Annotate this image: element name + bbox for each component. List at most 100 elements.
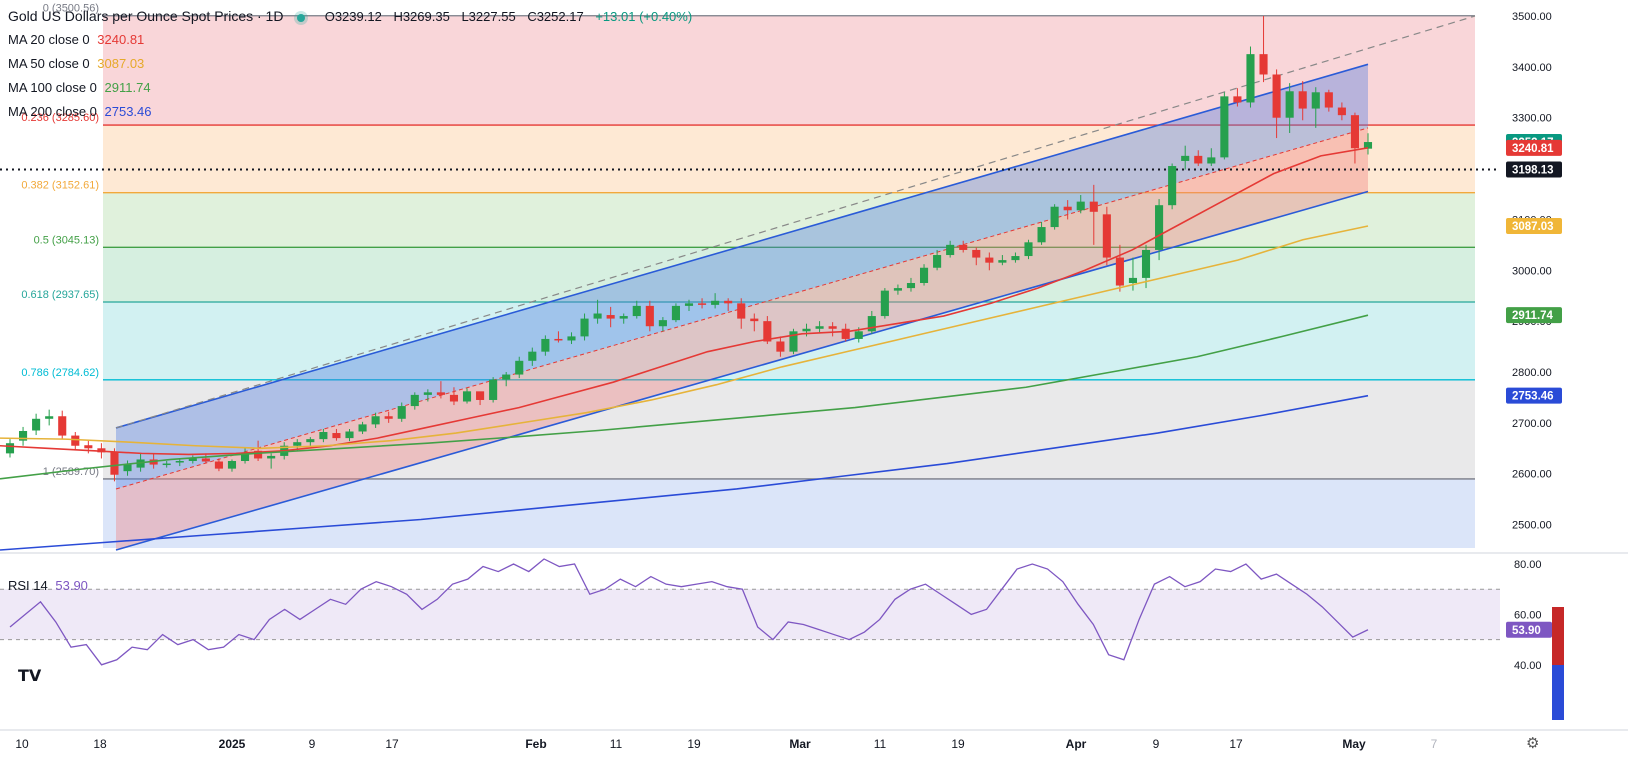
fib-zone bbox=[103, 125, 1475, 193]
candle-body bbox=[397, 406, 406, 419]
candle-body bbox=[554, 338, 563, 341]
candle-body bbox=[1168, 166, 1177, 206]
candle-body bbox=[528, 351, 537, 361]
rsi-value-badge-label: 53.90 bbox=[1512, 625, 1541, 637]
candle-body bbox=[750, 318, 759, 322]
candle-body bbox=[776, 341, 785, 352]
candle-body bbox=[893, 288, 902, 291]
price-badge-label: 3198.13 bbox=[1512, 165, 1554, 177]
candle-body bbox=[737, 303, 746, 319]
channel-lower-fill bbox=[116, 127, 1368, 550]
candle-body bbox=[515, 360, 524, 375]
candle-body bbox=[684, 303, 694, 306]
time-tick-label: 11 bbox=[874, 737, 887, 751]
candle-body bbox=[789, 331, 798, 352]
fib-zone bbox=[103, 192, 1475, 248]
candle-body bbox=[867, 316, 876, 332]
candle-body bbox=[162, 463, 171, 466]
fib-level-label: 0 (3500.56) bbox=[43, 3, 99, 15]
tradingview-logo-icon[interactable]: TV bbox=[18, 666, 42, 685]
candle-body bbox=[880, 290, 889, 317]
candle-body bbox=[593, 313, 602, 319]
time-tick-label: 17 bbox=[1229, 737, 1243, 751]
candle-body bbox=[1128, 277, 1138, 283]
settings-gear-icon[interactable]: ⚙ bbox=[1526, 735, 1540, 752]
candle-body bbox=[1076, 201, 1085, 211]
candle-body bbox=[240, 453, 250, 461]
candle-body bbox=[1102, 214, 1111, 258]
fib-level-label: 0.382 (3152.61) bbox=[21, 180, 99, 192]
price-tick-label: 2800.00 bbox=[1512, 367, 1552, 379]
candle-body bbox=[1233, 96, 1242, 103]
candle-body bbox=[1220, 96, 1229, 158]
price-tick-label: 3400.00 bbox=[1512, 62, 1552, 74]
candle-body bbox=[906, 283, 916, 289]
rsi-tick-label: 40.00 bbox=[1514, 660, 1542, 672]
candle-body bbox=[110, 452, 119, 475]
candle-body bbox=[1089, 201, 1098, 212]
time-tick-label: 9 bbox=[309, 737, 316, 751]
candle-body bbox=[58, 416, 67, 436]
fib-zone bbox=[103, 15, 1475, 126]
rsi-value-badge bbox=[1506, 621, 1552, 638]
time-tick-label: 19 bbox=[951, 737, 965, 751]
candle-body bbox=[567, 336, 576, 341]
fib-zone bbox=[103, 301, 1475, 380]
candle-body bbox=[227, 461, 237, 469]
price-badge-label: 3240.81 bbox=[1512, 143, 1554, 155]
time-tick-label: 7 bbox=[1431, 737, 1438, 751]
time-tick-label: Mar bbox=[789, 737, 811, 751]
candle-body bbox=[1011, 256, 1020, 261]
price-tick-label: 3500.00 bbox=[1512, 11, 1552, 23]
fib-zone bbox=[103, 478, 1475, 548]
candle-body bbox=[606, 315, 615, 319]
fib-level-label: 0.618 (2937.65) bbox=[21, 289, 99, 301]
ma20-line bbox=[0, 147, 1369, 456]
candle-body bbox=[19, 430, 28, 441]
candle-body bbox=[1350, 115, 1359, 149]
candle-body bbox=[254, 450, 263, 459]
candle-body bbox=[698, 303, 707, 305]
candle-body bbox=[267, 455, 276, 459]
time-tick-label: 10 bbox=[15, 737, 29, 751]
time-tick-label: 2025 bbox=[219, 737, 246, 751]
candle-body bbox=[763, 321, 772, 342]
time-tick-label: Apr bbox=[1066, 737, 1087, 751]
rsi-legend[interactable]: RSI 14 53.90 bbox=[8, 578, 88, 593]
time-tick-label: 19 bbox=[687, 737, 701, 751]
fib-level-label: 0.786 (2784.62) bbox=[21, 367, 99, 379]
price-badge bbox=[1506, 139, 1562, 156]
candle-body bbox=[1324, 92, 1333, 108]
ma100-line bbox=[0, 314, 1369, 480]
candle-body bbox=[919, 267, 929, 283]
candle-body bbox=[32, 418, 41, 431]
candle-body bbox=[946, 244, 955, 256]
candle-body bbox=[724, 300, 733, 304]
candle-body bbox=[671, 305, 680, 321]
candle-body bbox=[1037, 227, 1046, 243]
candle-body bbox=[959, 244, 968, 250]
candle-body bbox=[423, 392, 432, 395]
fib-level-label: 0.236 (3285.60) bbox=[21, 112, 99, 124]
candle-body bbox=[1024, 242, 1033, 257]
rsi-value: 53.90 bbox=[55, 578, 88, 593]
candle-body bbox=[476, 391, 485, 400]
candle-body bbox=[123, 464, 132, 472]
candle-body bbox=[1363, 142, 1373, 149]
candle-body bbox=[462, 391, 472, 402]
candle-body bbox=[5, 443, 15, 454]
price-badge bbox=[1506, 387, 1562, 404]
fib-zone bbox=[103, 379, 1475, 479]
rsi-label: RSI 14 bbox=[8, 578, 48, 593]
candle-body bbox=[1337, 107, 1346, 116]
candle-body bbox=[854, 331, 863, 339]
price-tick-label: 2500.00 bbox=[1512, 520, 1552, 532]
price-badge-label: 2753.46 bbox=[1512, 391, 1554, 403]
candle-body bbox=[1194, 155, 1203, 164]
candle-body bbox=[201, 458, 210, 462]
candle-body bbox=[1155, 205, 1164, 250]
time-tick-label: Feb bbox=[525, 737, 546, 751]
time-tick-label: May bbox=[1342, 737, 1366, 751]
